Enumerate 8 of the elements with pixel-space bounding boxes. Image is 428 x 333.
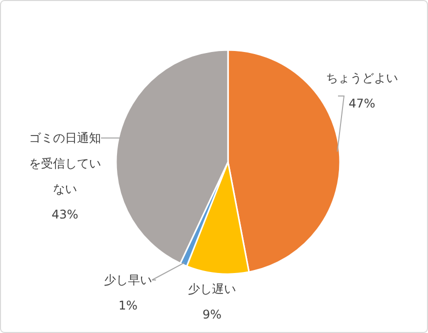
slice-label: 少し早い bbox=[104, 273, 152, 287]
data-label: 47% bbox=[348, 96, 376, 110]
data-label: 9% bbox=[202, 308, 222, 322]
data-label: 1% bbox=[118, 298, 138, 312]
slice-label: ゴミの日通知を受信していない bbox=[29, 131, 101, 196]
data-label: 43% bbox=[52, 208, 78, 222]
slice-label: ちょうどよい bbox=[326, 71, 398, 85]
slice-label: 少し遅い bbox=[188, 282, 236, 296]
